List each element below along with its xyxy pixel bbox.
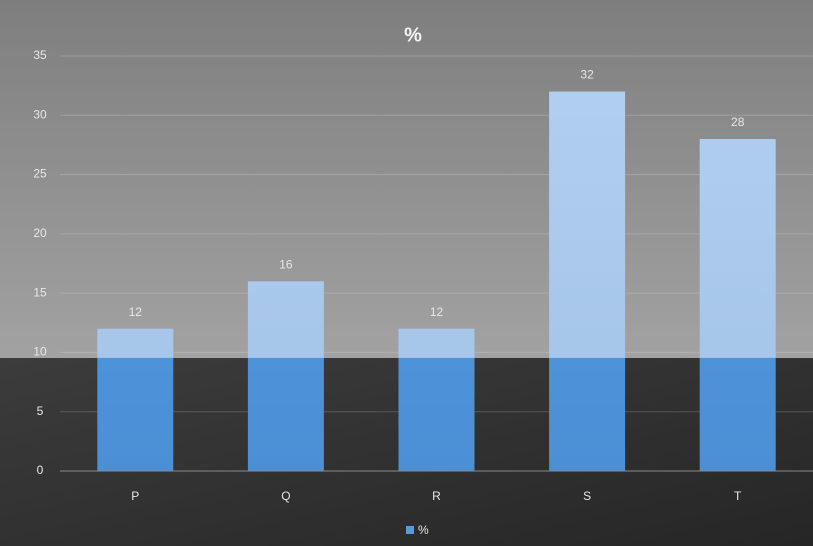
legend-label: % [418, 523, 429, 537]
x-tick-label: T [734, 489, 742, 503]
data-label: 32 [580, 68, 594, 82]
x-tick-label: S [583, 489, 591, 503]
data-label: 12 [129, 305, 143, 319]
background-top [0, 0, 813, 358]
data-label: 28 [731, 115, 745, 129]
bar [699, 139, 776, 471]
y-tick-label: 25 [33, 167, 47, 181]
bar [398, 328, 475, 471]
y-tick-label: 5 [37, 404, 44, 418]
bar [247, 281, 324, 471]
x-tick-label: Q [281, 489, 290, 503]
data-label: 12 [430, 305, 444, 319]
y-tick-label: 20 [33, 226, 47, 240]
y-tick-label: 0 [37, 463, 44, 477]
legend-swatch [406, 526, 414, 534]
y-tick-label: 15 [33, 285, 47, 299]
y-tick-label: 10 [33, 345, 47, 359]
bar [549, 91, 626, 472]
x-tick-label: P [131, 489, 139, 503]
y-tick-label: 35 [33, 48, 47, 62]
chart-title: % [404, 24, 422, 46]
data-label: 16 [279, 257, 293, 271]
bar [97, 328, 174, 471]
x-tick-label: R [432, 489, 441, 503]
y-tick-label: 30 [33, 107, 47, 121]
